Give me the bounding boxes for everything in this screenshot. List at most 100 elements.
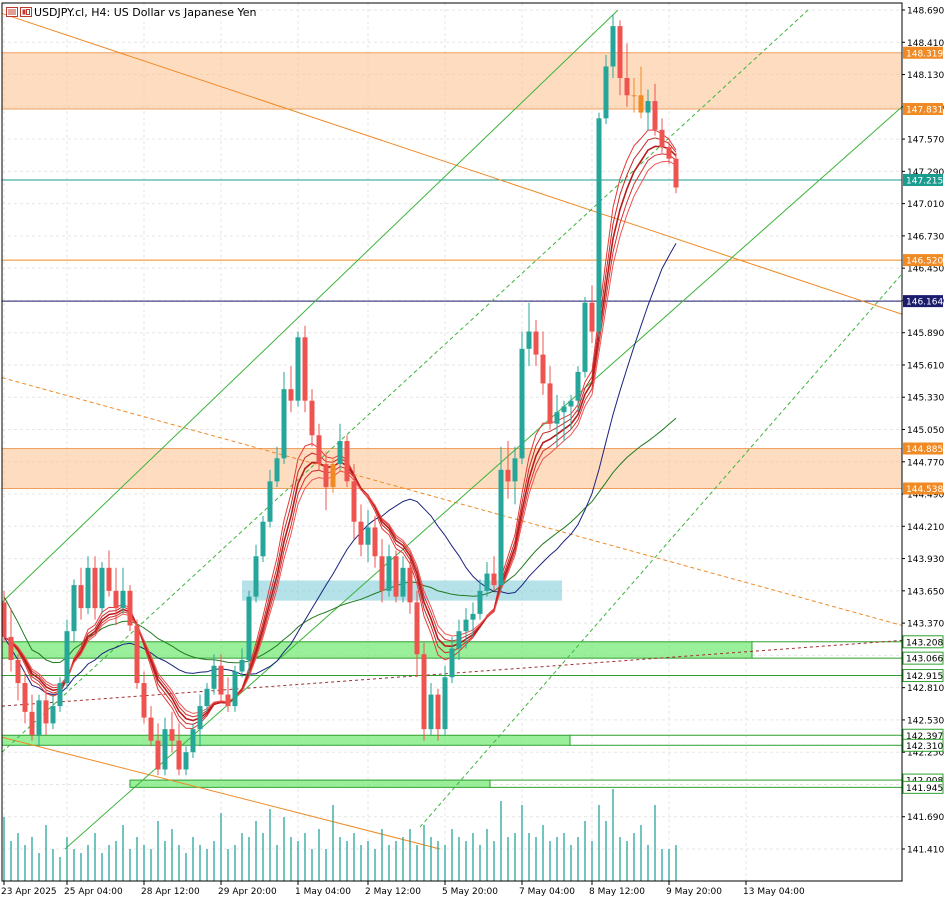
candle-body	[491, 573, 497, 586]
chart-properties-icon[interactable]	[20, 7, 32, 17]
candle	[211, 654, 217, 695]
price-label-text: 141.945	[906, 784, 943, 794]
candle	[610, 14, 616, 78]
price-label-text: 142.915	[906, 672, 943, 682]
candle	[36, 694, 42, 747]
price-label: 142.310	[902, 738, 944, 752]
candle	[421, 642, 427, 741]
candle	[323, 452, 329, 511]
price-label-text: 147.831	[906, 105, 943, 115]
candle	[589, 285, 595, 344]
candle-body	[456, 631, 462, 649]
candle	[449, 636, 455, 684]
price-label-box	[902, 651, 944, 665]
candle	[526, 302, 532, 367]
candle-body	[323, 464, 329, 488]
candle-body	[386, 556, 392, 591]
candle-body	[148, 717, 154, 741]
candle	[512, 446, 518, 505]
candle	[393, 550, 399, 603]
price-label-text: 142.397	[906, 732, 943, 742]
candle-body	[302, 337, 308, 401]
candle-body	[666, 147, 672, 159]
candle-body	[414, 602, 420, 655]
candle	[8, 608, 14, 672]
candle	[428, 683, 434, 735]
y-tick-label: 148.690	[907, 7, 944, 17]
y-tick-label: 147.570	[907, 136, 944, 146]
candle	[624, 43, 630, 107]
candle-body	[589, 302, 595, 332]
candle-body	[519, 348, 525, 459]
y-tick-label: 147.290	[907, 168, 944, 178]
candle-body	[603, 66, 609, 119]
candle-body	[407, 567, 413, 603]
y-tick-label: 141.690	[907, 813, 944, 823]
support-zone-2-extension	[569, 734, 903, 746]
candle	[652, 83, 658, 136]
candle-body	[211, 665, 217, 689]
candle	[78, 567, 84, 620]
candle	[120, 567, 126, 614]
candle-body	[428, 694, 434, 730]
y-tick-label: 142.810	[907, 684, 944, 694]
candle	[267, 469, 273, 528]
price-label: 143.208	[902, 635, 944, 649]
price-label-text: 148.319	[906, 49, 943, 59]
y-tick-label: 143.930	[907, 555, 944, 565]
channel-line-mid-lower	[64, 106, 903, 850]
candle-body	[344, 441, 350, 482]
candle-body	[498, 469, 504, 586]
candle-body	[435, 694, 441, 730]
candle-body	[99, 567, 105, 609]
plot-frame	[1, 2, 903, 882]
candle-body	[596, 118, 602, 332]
x-tick-label: 2 May 12:00	[365, 887, 421, 897]
candle-body	[120, 590, 126, 609]
candle-body	[610, 26, 616, 67]
support-zone-1	[1, 641, 753, 659]
candle	[554, 394, 560, 447]
price-label-text: 143.208	[906, 638, 943, 648]
candle-body	[547, 383, 553, 424]
candle	[176, 723, 182, 776]
candle-body	[442, 677, 448, 730]
candle-body	[225, 694, 231, 707]
price-label: 146.520	[903, 254, 943, 267]
channel-line-mid-upper	[1, 9, 809, 753]
price-label: 148.319	[903, 46, 943, 59]
candle-body	[155, 740, 161, 770]
x-tick-label: 25 Apr 04:00	[64, 887, 123, 897]
candle	[281, 371, 287, 465]
x-tick-label: 23 Apr 2025	[1, 887, 57, 897]
chart-title: USDJPY.cl, H4: US Dollar vs Japanese Yen	[34, 6, 257, 19]
candle	[344, 435, 350, 488]
candle	[330, 458, 336, 493]
candle	[15, 654, 21, 701]
candle	[71, 579, 77, 643]
candle-body	[8, 636, 14, 660]
candle	[302, 325, 308, 413]
candle	[407, 562, 413, 614]
x-tick-label: 28 Apr 12:00	[141, 887, 200, 897]
candle	[631, 77, 637, 113]
candle	[225, 677, 231, 712]
price-label: 142.915	[902, 669, 944, 683]
candle	[113, 567, 119, 626]
candle	[638, 66, 644, 119]
candle	[547, 366, 553, 430]
candle	[295, 331, 301, 407]
candle-body	[260, 521, 266, 557]
candle	[463, 608, 469, 649]
candle-body	[330, 464, 336, 488]
candle-body	[575, 371, 581, 401]
chart-list-icon[interactable]	[6, 7, 18, 17]
candle	[260, 515, 266, 563]
candle-body	[316, 435, 322, 465]
candle-body	[351, 481, 357, 522]
candle-body	[365, 527, 371, 545]
candle-body	[92, 567, 98, 609]
candle	[442, 665, 448, 735]
